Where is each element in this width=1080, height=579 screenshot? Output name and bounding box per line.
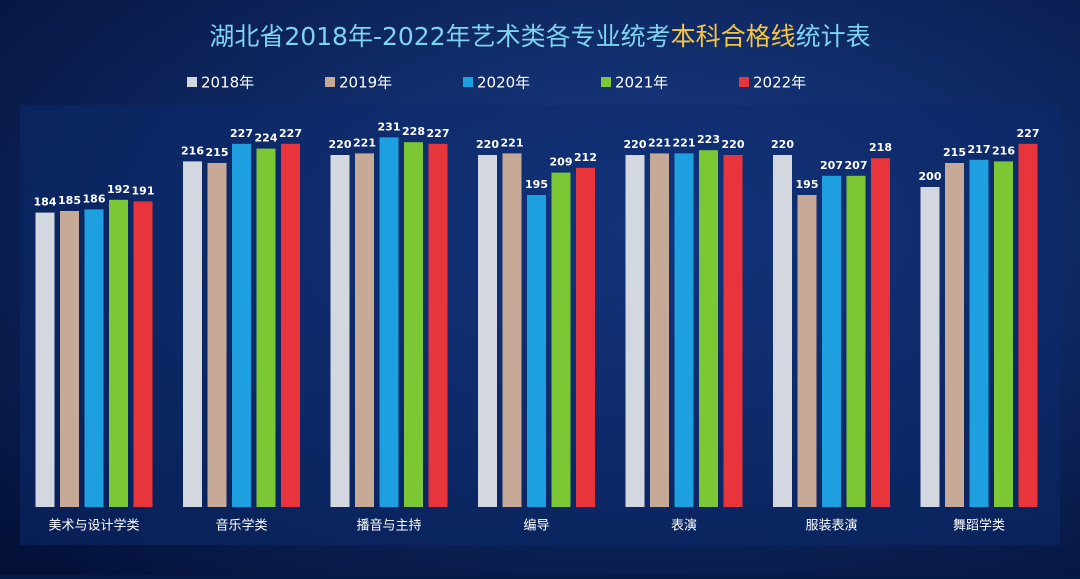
x-tick-label: 表演 (671, 518, 697, 534)
data-label: 227 (1017, 127, 1040, 140)
legend-label: 2022年 (753, 74, 806, 92)
data-label: 207 (820, 159, 843, 172)
bar (969, 159, 989, 508)
x-tick-label: 编导 (523, 519, 549, 534)
bar (699, 150, 718, 507)
legend-swatch (463, 77, 473, 87)
bar (625, 155, 645, 507)
data-label: 221 (673, 136, 696, 149)
title-part: 统计表 (796, 22, 871, 51)
x-tick-label: 美术与设计学类 (48, 518, 139, 534)
data-label: 191 (132, 184, 155, 197)
bar (256, 148, 276, 507)
bar (871, 158, 890, 507)
data-label: 186 (83, 192, 106, 205)
data-label: 209 (550, 156, 573, 169)
legend-label: 2019年 (339, 74, 392, 92)
data-label: 192 (107, 183, 130, 196)
data-label: 195 (525, 178, 548, 191)
bar (478, 155, 497, 507)
bar (232, 143, 251, 508)
chart-title: 湖北省2018年-2022年艺术类各专业统考本科合格线统计表 (209, 22, 870, 51)
data-label: 221 (501, 136, 524, 149)
bar (1018, 143, 1038, 508)
data-label: 207 (845, 159, 868, 172)
legend-swatch (739, 77, 749, 87)
data-label: 215 (943, 146, 966, 159)
bar (379, 137, 399, 507)
x-tick-label: 播音与主持 (356, 518, 421, 534)
x-tick-label: 舞蹈学类 (953, 518, 1005, 534)
bar (920, 187, 940, 507)
bar (797, 195, 817, 507)
bar (207, 163, 227, 507)
bar (773, 155, 792, 507)
data-label: 220 (771, 138, 794, 151)
data-label: 227 (279, 127, 302, 140)
data-label: 200 (919, 170, 942, 183)
data-label: 185 (58, 194, 81, 207)
bar (404, 142, 423, 507)
data-label: 231 (378, 120, 401, 133)
bar (674, 153, 694, 507)
bar (945, 163, 964, 507)
bar (428, 143, 448, 508)
data-label: 220 (722, 138, 745, 151)
bar (994, 161, 1013, 507)
data-label: 217 (968, 143, 991, 156)
x-tick-label: 音乐学类 (215, 518, 267, 534)
bar (650, 153, 669, 507)
legend-swatch (325, 77, 335, 87)
bar (84, 209, 104, 507)
bar (822, 175, 841, 508)
data-label: 224 (255, 132, 278, 145)
data-label: 216 (181, 144, 204, 157)
legend-swatch (187, 77, 197, 87)
bar (133, 201, 153, 507)
data-label: 221 (648, 136, 671, 149)
data-label: 221 (353, 136, 376, 149)
data-label: 220 (624, 138, 647, 151)
bar (109, 199, 128, 508)
bar (527, 195, 546, 507)
bar (60, 211, 79, 507)
legend-label: 2021年 (615, 74, 668, 92)
data-label: 220 (476, 138, 499, 151)
data-label: 215 (206, 146, 229, 159)
x-tick-label: 服装表演 (805, 518, 857, 534)
bar (281, 143, 300, 508)
legend-label: 2018年 (201, 74, 254, 92)
data-label: 227 (230, 127, 253, 140)
title-part: 本科合格线 (671, 22, 796, 51)
legend-label: 2020年 (477, 74, 530, 92)
bar (355, 153, 374, 507)
bar (183, 161, 202, 507)
bar (35, 212, 55, 507)
bar (502, 153, 522, 507)
data-label: 228 (402, 125, 425, 138)
data-label: 216 (992, 144, 1015, 157)
bar (551, 172, 571, 507)
data-label: 227 (427, 127, 450, 140)
title-part: 湖北省2018年-2022年艺术类各专业统考 (209, 22, 670, 51)
bar (330, 155, 350, 507)
data-label: 184 (34, 196, 57, 209)
bar (576, 167, 595, 508)
data-label: 218 (869, 141, 892, 154)
data-label: 223 (697, 133, 720, 146)
bar (846, 175, 866, 508)
bar (723, 155, 743, 507)
legend-swatch (601, 77, 611, 87)
data-label: 220 (329, 138, 352, 151)
data-label: 195 (796, 178, 819, 191)
data-label: 212 (574, 151, 597, 164)
